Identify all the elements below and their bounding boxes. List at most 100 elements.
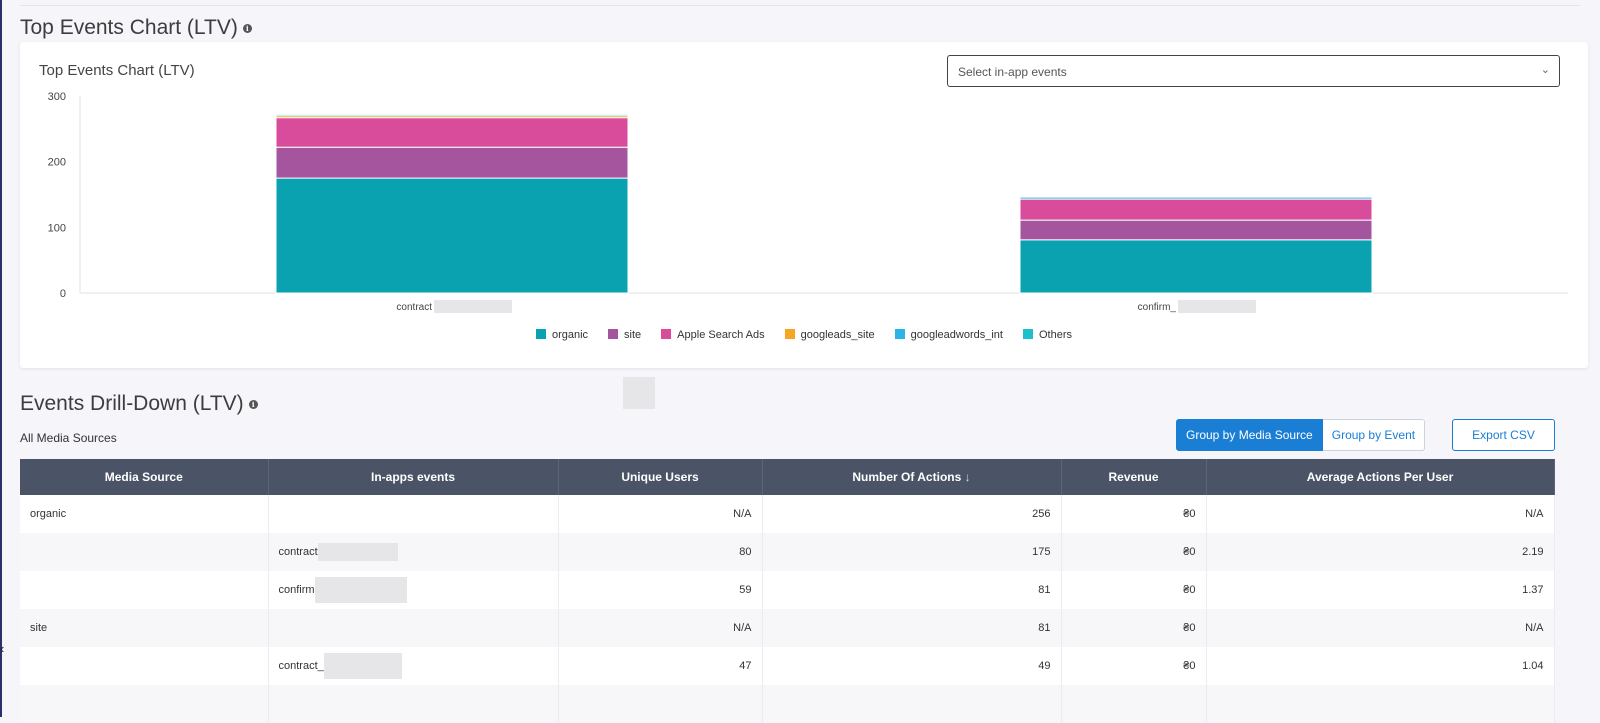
group-by-media-source-button[interactable]: Group by Media Source <box>1176 419 1323 451</box>
media-source-cell <box>20 685 269 723</box>
unique-users-cell: N/A <box>558 495 763 533</box>
header-number-of-actions[interactable]: Number Of Actions ↓ <box>762 459 1062 495</box>
redacted-block <box>1178 300 1256 313</box>
bar-segment-organic[interactable] <box>1019 239 1373 294</box>
unique-users-cell: 47 <box>558 647 763 685</box>
legend-item-apple-search-ads[interactable]: Apple Search Ads <box>661 329 765 341</box>
legend-item-organic[interactable]: organic <box>535 329 589 341</box>
info-icon[interactable]: i <box>248 400 258 409</box>
in-app-events-select-placeholder: Select in-app events <box>958 65 1067 79</box>
header-in-apps-events[interactable]: In-apps events <box>268 459 559 495</box>
media-source-cell <box>20 533 269 571</box>
legend-label: Apple Search Ads <box>677 329 765 341</box>
unique-users-cell: 59 <box>558 571 763 609</box>
legend-label: site <box>624 329 642 341</box>
event-name: confirm <box>278 583 315 596</box>
event-name: contract_ <box>278 659 324 672</box>
bar-segment-organic[interactable] <box>275 177 629 294</box>
header-number-of-actions-label: Number Of Actions <box>852 470 962 484</box>
actions-cell: 81 <box>762 609 1062 647</box>
event-cell <box>268 495 559 533</box>
unique-users-cell <box>558 685 763 723</box>
group-by-event-button[interactable]: Group by Event <box>1322 419 1426 451</box>
header-media-source[interactable]: Media Source <box>20 459 269 495</box>
legend-label: organic <box>551 329 589 341</box>
x-tick-label: contract <box>396 302 432 313</box>
avg-actions-cell <box>1206 685 1555 723</box>
drilldown-section-title-text: Events Drill-Down (LTV) <box>20 392 244 415</box>
revenue-cell: ₴0 <box>1061 533 1207 571</box>
actions-cell: 81 <box>762 571 1062 609</box>
info-icon[interactable]: i <box>242 24 252 33</box>
redacted-block <box>317 543 398 561</box>
legend-label: Others <box>1039 329 1073 341</box>
event-cell: contract <box>268 533 559 571</box>
actions-cell: 256 <box>762 495 1062 533</box>
legend-swatch <box>894 329 905 339</box>
redacted-block <box>323 653 402 679</box>
revenue-cell: ₴0 <box>1061 571 1207 609</box>
header-revenue[interactable]: Revenue <box>1061 459 1207 495</box>
actions-cell: 175 <box>762 533 1062 571</box>
chevron-left-icon[interactable]: ‹ <box>0 641 5 656</box>
legend-item-googleadwords-int[interactable]: googleadwords_int <box>894 329 1003 341</box>
avg-actions-cell: N/A <box>1206 609 1555 647</box>
media-filter-label: All Media Sources <box>20 431 117 445</box>
bar-segment-apple-search-ads[interactable] <box>275 117 629 148</box>
legend-swatch <box>535 329 546 339</box>
left-edge-bar <box>0 0 2 717</box>
unique-users-cell: N/A <box>558 609 763 647</box>
group-by-toggle: Group by Media Source Group by Event <box>1176 419 1426 451</box>
drilldown-table: Media Source In-apps events Unique Users… <box>20 459 1555 723</box>
avg-actions-cell: 1.04 <box>1206 647 1555 685</box>
actions-cell: 49 <box>762 647 1062 685</box>
legend-item-googleads-site[interactable]: googleads_site <box>784 329 875 341</box>
legend-item-site[interactable]: site <box>608 329 641 341</box>
header-unique-users[interactable]: Unique Users <box>558 459 763 495</box>
revenue-cell: ₴0 <box>1061 609 1207 647</box>
x-tick-label: confirm_ <box>1138 302 1177 313</box>
legend-item-others[interactable]: Others <box>1023 329 1072 341</box>
sort-down-icon: ↓ <box>964 470 971 484</box>
bar-segment-site[interactable] <box>275 146 629 179</box>
stacked-bar-chart: 0 100 200 300 contract confirm_ <box>48 91 1568 313</box>
y-tick-label: 200 <box>48 157 66 169</box>
revenue-cell: ₴0 <box>1061 495 1207 533</box>
bar-segment-site[interactable] <box>1019 219 1373 241</box>
avg-actions-cell: 2.19 <box>1206 533 1555 571</box>
unique-users-cell: 80 <box>558 533 763 571</box>
header-average-actions[interactable]: Average Actions Per User <box>1206 459 1555 495</box>
bar-segment-googleadwords-int[interactable] <box>1019 196 1373 200</box>
legend-swatch <box>784 329 795 339</box>
export-csv-button[interactable]: Export CSV <box>1452 419 1555 451</box>
y-tick-label: 100 <box>48 222 66 234</box>
event-name: contract <box>278 545 318 558</box>
avg-actions-cell: 1.37 <box>1206 571 1555 609</box>
table-header-row: Media Source In-apps events Unique Users… <box>20 459 1555 495</box>
chart-card-title: Top Events Chart (LTV) <box>39 62 195 79</box>
table-row: confirm 59 81 ₴0 1.37 <box>20 571 1555 609</box>
media-source-link[interactable]: site <box>20 609 269 647</box>
y-tick-label: 300 <box>48 91 66 103</box>
avg-actions-cell: N/A <box>1206 495 1555 533</box>
top-divider <box>20 5 1580 6</box>
chart-section-title-text: Top Events Chart (LTV) <box>20 16 238 39</box>
bar-segment-apple-search-ads[interactable] <box>1019 198 1373 221</box>
event-cell <box>268 685 559 723</box>
actions-cell <box>762 685 1062 723</box>
drilldown-section-title: Events Drill-Down (LTV) i <box>20 392 258 416</box>
table-row: contract 80 175 ₴0 2.19 <box>20 533 1555 571</box>
legend-swatch <box>661 329 672 339</box>
chart-legend: organic site Apple Search Ads googleads_sit… <box>20 329 1588 341</box>
redacted-block <box>434 300 512 313</box>
table-row: site N/A 81 ₴0 N/A <box>20 609 1555 647</box>
media-source-cell <box>20 571 269 609</box>
legend-label: googleads_site <box>800 329 875 341</box>
media-source-cell <box>20 647 269 685</box>
bar-segment-others[interactable] <box>275 113 629 117</box>
revenue-cell <box>1061 685 1207 723</box>
in-app-events-select[interactable]: Select in-app events ⌄ <box>947 55 1560 87</box>
table-row: contract_ 47 49 ₴0 1.04 <box>20 647 1555 685</box>
media-source-link[interactable]: organic <box>20 495 269 533</box>
y-tick-label: 0 <box>60 288 66 300</box>
